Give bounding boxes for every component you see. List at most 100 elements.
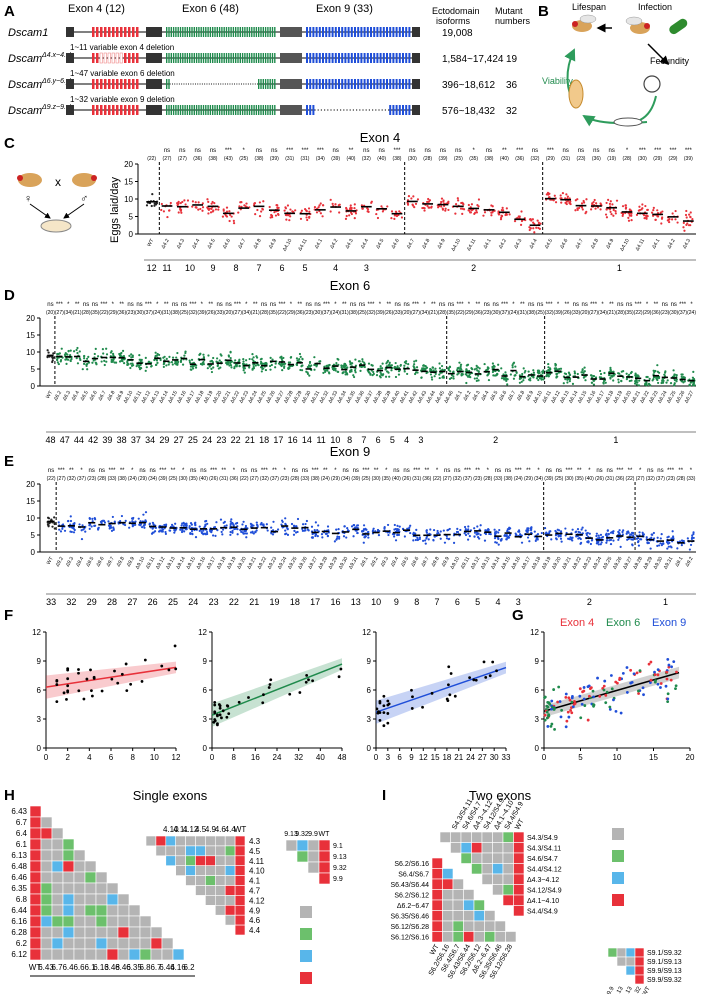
exon6-variable [260, 105, 262, 115]
matrix-cell [175, 835, 186, 847]
genotype-label: Δ6.2 [53, 390, 63, 402]
data-point [256, 208, 259, 212]
exon6-variable [251, 27, 253, 37]
data-point [338, 211, 341, 214]
exon9-variable [398, 53, 401, 63]
exon9-variable [322, 53, 324, 63]
data-point [393, 214, 396, 217]
data-point [403, 370, 406, 373]
data-point [509, 373, 512, 376]
data-point [261, 362, 264, 365]
data-point [338, 535, 341, 539]
data-point [553, 727, 556, 731]
data-point [604, 381, 607, 384]
data-point [55, 683, 59, 686]
matrix-cell [62, 838, 75, 851]
data-point [478, 367, 481, 370]
sample-size-label: (35) [575, 476, 584, 482]
data-point [621, 530, 624, 534]
data-point [582, 697, 586, 701]
data-point [225, 206, 229, 209]
matrix-cell [73, 882, 86, 895]
data-point [216, 713, 219, 717]
exon6-variable [221, 27, 223, 37]
data-point [425, 529, 428, 533]
significance-label: ** [171, 468, 176, 474]
matrix-cell [139, 926, 152, 939]
data-point [72, 350, 76, 353]
exon9-label: Exon 9 (33) [316, 3, 373, 15]
genotype-label: Δ6.36 [354, 390, 366, 405]
genotype-label: Δ6.4 [480, 390, 490, 402]
data-point [433, 375, 436, 378]
exon6-variable [214, 105, 216, 115]
data-point [152, 531, 155, 534]
data-point [438, 362, 441, 365]
exon6-variable [258, 79, 260, 89]
data-point [502, 209, 505, 212]
significance-label: ns [607, 468, 613, 474]
data-point [662, 542, 665, 545]
data-point [517, 529, 521, 532]
exon9-variable [306, 27, 308, 37]
x-tick-label: 9 [409, 753, 414, 762]
genotype-label: Δ6.35 [345, 390, 357, 405]
y-tick-label: 12 [530, 628, 539, 637]
x-tick-label: 0 [542, 753, 547, 762]
data-point [210, 359, 213, 362]
sample-size-label: (27) [411, 310, 420, 316]
matrix-cell [185, 835, 196, 847]
data-point [589, 542, 593, 546]
exon-number-label: 8 [233, 263, 238, 273]
panel-a-letter: A [4, 3, 15, 20]
significance-label: ns [403, 468, 409, 474]
data-point [378, 718, 382, 722]
data-point [573, 699, 576, 703]
exon6-variable [207, 27, 209, 37]
data-point [311, 536, 314, 539]
significance-label: *** [413, 468, 421, 474]
x-tick-label: 33 [502, 753, 511, 762]
data-point [245, 359, 248, 362]
sample-size-label: (31) [219, 476, 228, 482]
row-label: S4.3/S4.9 [527, 835, 558, 842]
exon9-variable [389, 27, 392, 37]
panel-c-letter: C [4, 135, 15, 152]
data-point [258, 201, 261, 204]
col-label: 4.11 [173, 825, 189, 834]
matrix-cell [460, 831, 472, 843]
data-point [229, 530, 232, 534]
sample-size-label: (23) [87, 476, 96, 482]
data-point [216, 722, 219, 726]
data-point [111, 515, 114, 519]
data-point [532, 369, 535, 372]
sample-size-label: (39) [375, 310, 384, 316]
data-point [204, 523, 207, 526]
data-point [641, 686, 645, 690]
matrix-cell [195, 875, 206, 886]
data-point [66, 520, 70, 523]
data-point [361, 358, 364, 361]
genotype-label: Δ9.7 [105, 556, 115, 568]
data-point [667, 545, 670, 548]
exon6-variable [177, 105, 179, 115]
data-point [660, 222, 663, 225]
exon6-variable [168, 27, 170, 37]
exon9-variable [376, 105, 379, 115]
significance-label: ns [48, 468, 54, 474]
data-point [217, 367, 220, 370]
data-point [194, 201, 197, 204]
significance-label: ns [359, 302, 365, 308]
exon9-variable [357, 53, 360, 63]
exon6-variable [179, 27, 182, 37]
significance-label: ** [323, 468, 328, 474]
data-point [237, 700, 241, 704]
data-point [319, 212, 322, 215]
sample-size-label: (37) [270, 476, 279, 482]
sample-size-label: (30) [638, 156, 647, 162]
matrix-cell [40, 838, 53, 851]
data-point [265, 523, 268, 526]
data-point [197, 201, 200, 204]
genotype-label: Δ6.24 [247, 390, 259, 405]
sample-size-label: (22) [47, 476, 56, 482]
